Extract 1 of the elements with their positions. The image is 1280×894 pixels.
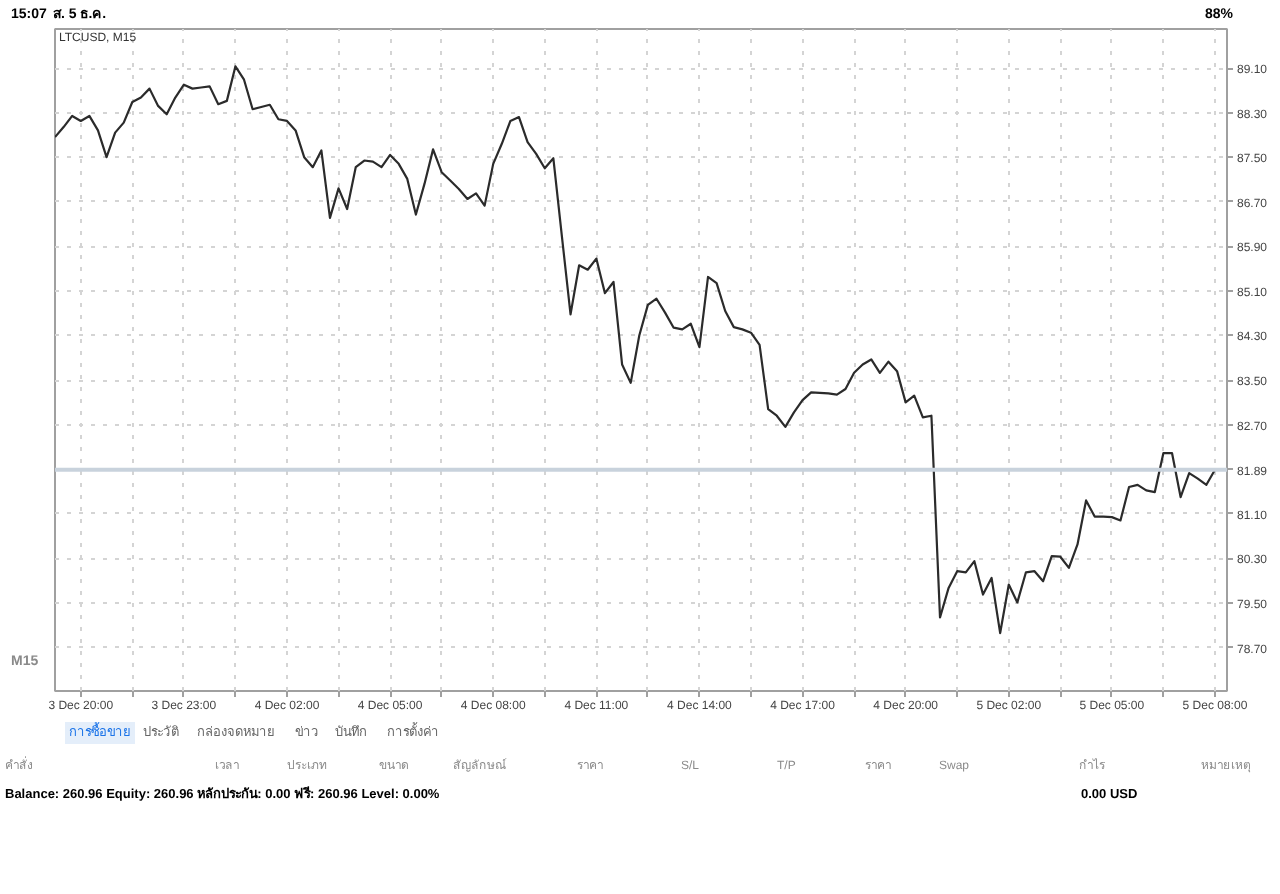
line-series: [55, 65, 1217, 635]
